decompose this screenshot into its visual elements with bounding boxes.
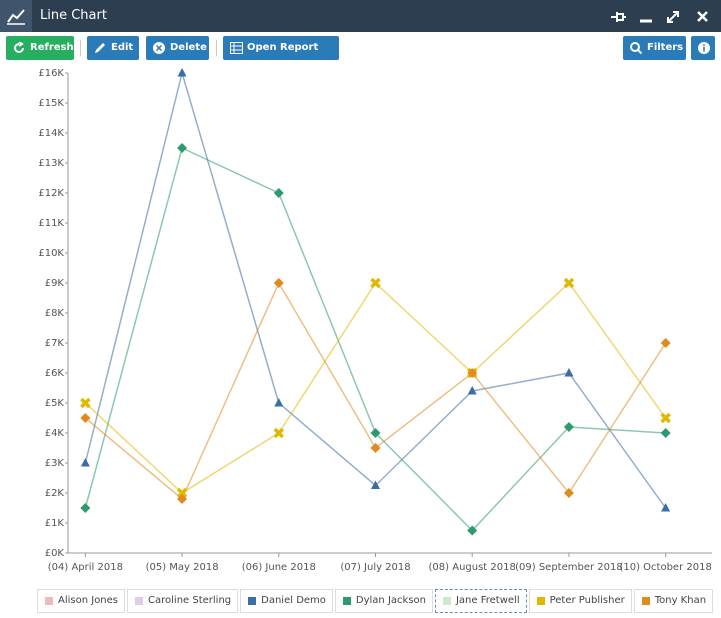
series-line [84, 70, 667, 509]
legend: Alison Jones Caroline Sterling Daniel Demo… [37, 589, 714, 613]
point [370, 277, 381, 289]
label: Edit [111, 42, 134, 53]
y-tick-label: £11K [38, 218, 64, 229]
point [563, 488, 574, 498]
legend-swatch [641, 597, 650, 605]
separator [216, 40, 217, 56]
point [660, 412, 671, 424]
point [177, 68, 187, 77]
point [564, 368, 574, 377]
x-tick-label: (08) August 2018 [429, 562, 516, 573]
point [467, 525, 478, 536]
point [661, 503, 671, 512]
y-tick-label: £1K [45, 518, 65, 529]
series-line [84, 146, 666, 532]
y-tick-label: £5K [45, 398, 65, 409]
legend-label: Daniel Demo [261, 595, 326, 606]
delete-button[interactable]: Delete [146, 36, 209, 60]
separator [80, 40, 81, 56]
x-tick-label: (06) June 2018 [242, 562, 316, 573]
x-tick-label: (04) April 2018 [48, 562, 123, 573]
filters-button[interactable]: Filters [623, 36, 686, 60]
label: Refresh [30, 42, 74, 53]
legend-item[interactable]: Tony Khan [633, 589, 714, 613]
point [176, 487, 188, 499]
series-line [84, 281, 667, 501]
header: Line Chart [0, 0, 721, 32]
point [177, 494, 188, 504]
point [660, 338, 671, 348]
edit-button[interactable]: Edit [87, 36, 139, 60]
y-tick-label: £2K [45, 488, 65, 499]
label: Delete [170, 42, 207, 53]
series-line [84, 281, 667, 494]
window-title: Line Chart [40, 8, 107, 23]
point [273, 427, 285, 439]
legend-swatch [248, 597, 257, 605]
legend-swatch [342, 597, 351, 605]
app-icon [0, 0, 32, 32]
legend-item[interactable]: Dylan Jackson [334, 589, 433, 613]
point [467, 386, 477, 395]
legend-swatch [135, 597, 144, 605]
point [563, 277, 575, 289]
legend-label: Peter Publisher [549, 595, 625, 606]
legend-item[interactable]: Peter Publisher [528, 589, 632, 613]
label: Open Report View [247, 42, 319, 77]
legend-swatch [45, 597, 53, 605]
y-tick-label: £0K [45, 548, 65, 559]
legend-label: Tony Khan [654, 595, 707, 606]
y-tick-label: £14K [38, 128, 64, 139]
legend-item[interactable]: Jane Fretwell [434, 589, 527, 613]
point [371, 480, 380, 489]
point [273, 188, 284, 198]
point [80, 503, 91, 513]
legend-label: Caroline Sterling [148, 595, 232, 606]
y-tick-label: £15K [38, 98, 64, 109]
y-tick-label: £16K [38, 68, 64, 79]
info-button[interactable] [691, 36, 715, 60]
point [660, 428, 671, 438]
legend-label: Alison Jones [58, 595, 119, 606]
point [80, 397, 91, 409]
legend-label: Dylan Jackson [355, 595, 426, 606]
refresh-button[interactable]: Refresh [6, 36, 74, 60]
label: Filters [647, 42, 684, 53]
x-tick-label: (10) October 2018 [619, 562, 711, 573]
legend-swatch [442, 597, 451, 605]
y-tick-label: £3K [45, 458, 65, 469]
point [80, 458, 90, 467]
legend-item[interactable]: Caroline Sterling [127, 589, 239, 613]
x-tick-label: (07) July 2018 [340, 562, 410, 573]
y-tick-label: £4K [45, 428, 65, 439]
point [274, 398, 284, 407]
legend-label: Jane Fretwell [455, 595, 520, 606]
legend-item[interactable]: Daniel Demo [240, 589, 333, 613]
point [273, 278, 284, 288]
point [370, 428, 381, 438]
point [563, 422, 574, 432]
legend-swatch [536, 597, 545, 605]
x-tick-label: (09) September 2018 [515, 562, 623, 573]
y-tick-label: £12K [38, 188, 64, 199]
point [177, 143, 188, 153]
y-tick-label: £8K [45, 308, 65, 319]
y-tick-label: £6K [45, 368, 65, 379]
point [370, 443, 381, 453]
legend-item[interactable]: Alison Jones [37, 589, 126, 613]
x-tick-label: (05) May 2018 [146, 562, 219, 573]
point [80, 413, 91, 423]
point [467, 368, 478, 378]
y-tick-label: £10K [38, 248, 64, 259]
y-tick-label: £13K [38, 158, 64, 169]
window-controls[interactable] [608, 8, 718, 26]
report-button[interactable]: Open Report View [223, 36, 339, 77]
y-tick-label: £9K [45, 278, 65, 289]
y-tick-label: £7K [45, 338, 65, 349]
